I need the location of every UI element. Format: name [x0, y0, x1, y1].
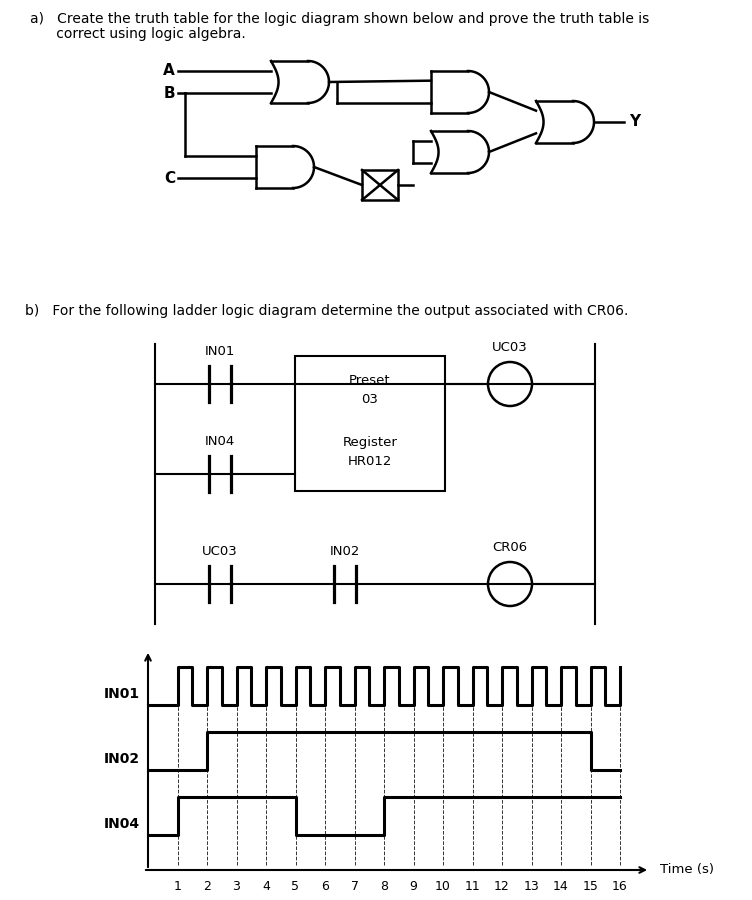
- Text: 1: 1: [174, 880, 181, 893]
- Text: 16: 16: [612, 880, 628, 893]
- Text: Register
HR012: Register HR012: [343, 436, 398, 467]
- Text: 15: 15: [583, 880, 599, 893]
- Text: B: B: [163, 86, 175, 101]
- Text: CR06: CR06: [493, 541, 528, 554]
- Text: IN01: IN01: [104, 687, 140, 700]
- Text: 12: 12: [494, 880, 510, 893]
- Text: 7: 7: [350, 880, 359, 893]
- Bar: [362, 170, 398, 200]
- Text: 2: 2: [203, 880, 211, 893]
- Text: a)   Create the truth table for the logic diagram shown below and prove the trut: a) Create the truth table for the logic …: [30, 12, 649, 26]
- Text: 6: 6: [321, 880, 329, 893]
- Text: A: A: [163, 63, 175, 78]
- Text: UC03: UC03: [492, 341, 528, 354]
- Text: IN04: IN04: [104, 816, 140, 831]
- Text: IN01: IN01: [205, 345, 235, 358]
- Text: 14: 14: [553, 880, 569, 893]
- Text: Time (s): Time (s): [660, 863, 714, 877]
- Bar: [295, 356, 445, 491]
- Text: 4: 4: [262, 880, 270, 893]
- Text: 10: 10: [435, 880, 451, 893]
- Text: IN04: IN04: [205, 435, 235, 448]
- Text: 11: 11: [465, 880, 481, 893]
- Text: UC03: UC03: [202, 545, 238, 558]
- Text: Preset
03: Preset 03: [349, 374, 391, 406]
- Text: b)   For the following ladder logic diagram determine the output associated with: b) For the following ladder logic diagra…: [25, 304, 629, 318]
- Text: 3: 3: [232, 880, 241, 893]
- Text: 9: 9: [410, 880, 417, 893]
- Text: 13: 13: [523, 880, 539, 893]
- Text: correct using logic algebra.: correct using logic algebra.: [30, 27, 246, 41]
- Text: C: C: [164, 171, 175, 185]
- Text: 8: 8: [380, 880, 388, 893]
- Text: 5: 5: [292, 880, 299, 893]
- Text: Y: Y: [629, 114, 640, 130]
- Text: IN02: IN02: [104, 752, 140, 766]
- Text: IN02: IN02: [330, 545, 360, 558]
